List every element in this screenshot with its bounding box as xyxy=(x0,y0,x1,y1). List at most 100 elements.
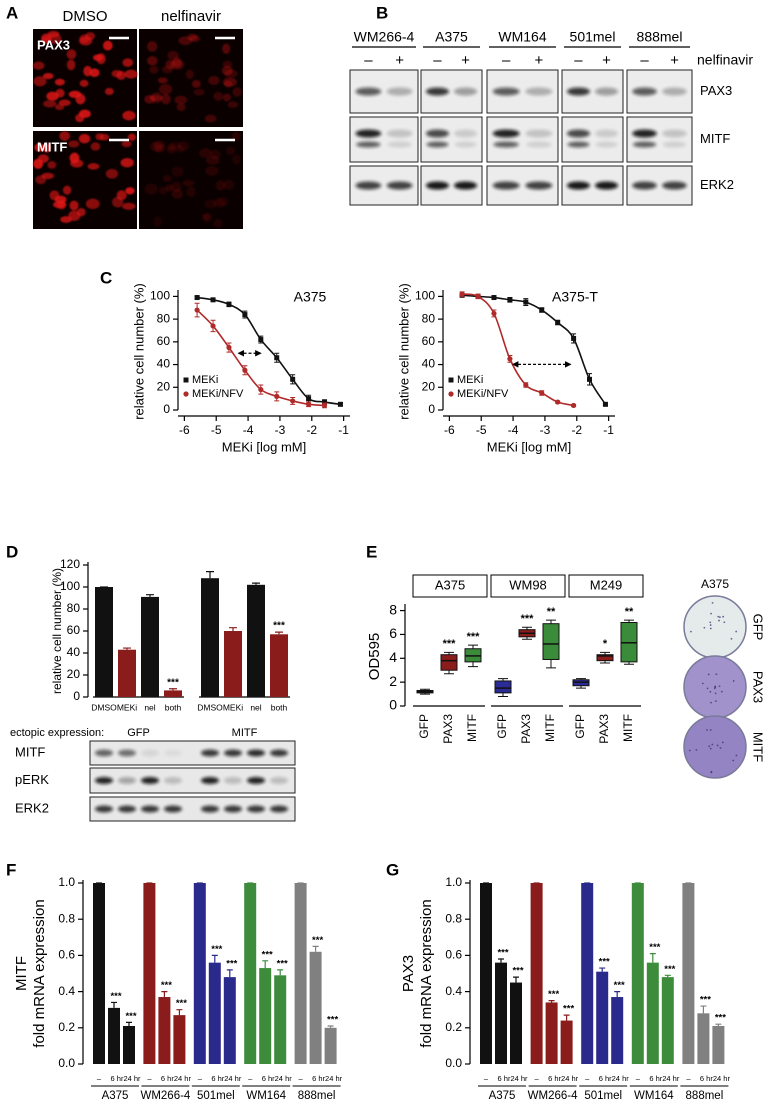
condition-label: – xyxy=(535,1074,540,1083)
cell-nucleus xyxy=(176,103,186,111)
panel-letter: F xyxy=(6,860,16,879)
bar xyxy=(682,883,695,1064)
error-bar xyxy=(211,954,218,963)
cell-nucleus xyxy=(167,50,179,60)
blot-band xyxy=(164,805,182,813)
cell-nucleus xyxy=(149,65,159,74)
cell-nucleus xyxy=(153,216,162,227)
blot-band xyxy=(566,129,591,138)
y-tick-label: 1.0 xyxy=(445,875,462,889)
bar xyxy=(646,962,659,1064)
legend-marker xyxy=(183,391,189,397)
data-point xyxy=(475,293,481,300)
cell-nucleus xyxy=(223,80,233,88)
cell-nucleus xyxy=(208,75,220,85)
blot-band xyxy=(201,749,219,757)
y-tick-label: 0.0 xyxy=(445,1056,462,1070)
colony-plate xyxy=(683,715,747,779)
x-tick-label: both xyxy=(165,702,182,712)
x-tick-label: GFP xyxy=(573,714,587,739)
significance: * xyxy=(603,638,608,650)
bar xyxy=(661,977,674,1064)
bar xyxy=(309,951,322,1064)
y-axis-label: relative cell number (%) xyxy=(396,283,411,420)
cell-nucleus xyxy=(41,36,51,44)
data-point xyxy=(321,402,328,409)
condition-label: 24 hr xyxy=(275,1074,293,1083)
blot-band xyxy=(526,141,552,148)
legend-label: MEKi/NFV xyxy=(457,388,509,400)
x-tick-label: -6 xyxy=(444,423,455,437)
colony xyxy=(690,630,692,633)
row-label: MITF xyxy=(37,139,67,154)
colony xyxy=(695,748,698,751)
condition-label: 6 hr xyxy=(700,1074,713,1083)
group-label: WM266-4 xyxy=(140,1090,190,1102)
data-point xyxy=(194,307,200,313)
bar xyxy=(274,975,287,1064)
condition-label: 6 hr xyxy=(312,1074,325,1083)
significance: *** xyxy=(512,966,523,977)
bar xyxy=(270,634,288,697)
blot-band xyxy=(270,805,288,813)
y-tick-label: 0.8 xyxy=(445,911,462,925)
y-axis-label: fold mRNA expression xyxy=(418,899,435,1047)
x-tick-label: -1 xyxy=(603,423,614,437)
box xyxy=(494,680,512,694)
error-bar xyxy=(277,969,284,976)
blot-band xyxy=(662,129,687,138)
bar xyxy=(108,1007,120,1064)
ectopic-label: ectopic expression: xyxy=(10,727,104,739)
significance: ** xyxy=(625,606,634,618)
cell-nucleus xyxy=(58,99,71,106)
colony xyxy=(732,680,735,682)
cell-nucleus xyxy=(163,175,172,182)
data-point xyxy=(290,376,296,382)
x-tick-label: -3 xyxy=(540,423,551,437)
significance: *** xyxy=(715,1013,726,1024)
bar xyxy=(118,649,136,697)
legend-marker xyxy=(448,377,454,383)
blot-band xyxy=(355,87,382,96)
cell-nucleus xyxy=(177,141,190,151)
y-tick-label: 20 xyxy=(157,379,171,393)
colony xyxy=(714,692,717,695)
cell-nucleus xyxy=(34,143,45,152)
x-tick-label: -5 xyxy=(476,423,487,437)
x-tick-label: both xyxy=(271,702,288,712)
treatment-label: + xyxy=(534,52,543,69)
colony xyxy=(718,619,720,622)
blot-band xyxy=(632,129,657,138)
panel-letter: A xyxy=(6,3,18,22)
blot-band xyxy=(95,777,113,784)
cell-nucleus xyxy=(170,59,185,70)
y-tick-label: 4 xyxy=(389,649,397,665)
significance: *** xyxy=(226,958,237,969)
blot-band xyxy=(453,87,478,96)
y-axis-label: fold mRNA expression xyxy=(31,899,48,1047)
group-label: 888mel xyxy=(686,1090,724,1102)
error-bar xyxy=(649,952,656,963)
cell-nucleus xyxy=(204,114,217,123)
cell-nucleus xyxy=(122,110,136,121)
bar xyxy=(95,587,113,697)
data-point xyxy=(258,337,264,343)
cell-nucleus xyxy=(227,101,239,108)
cell-nucleus xyxy=(59,131,71,141)
data-point xyxy=(337,401,343,407)
protein-label: ERK2 xyxy=(700,177,734,192)
series-line xyxy=(196,296,341,406)
significance: *** xyxy=(110,991,121,1002)
cell-nucleus xyxy=(69,152,80,164)
whisker-high xyxy=(468,644,478,649)
error-bar xyxy=(262,960,269,969)
cell-nucleus xyxy=(90,142,101,151)
x-tick-label: MITF xyxy=(465,714,479,742)
cell-nucleus xyxy=(66,59,76,71)
y-axis-label: relative cell number (%) xyxy=(50,568,64,694)
group-label: WM164 xyxy=(246,1090,286,1102)
group-label: 501mel xyxy=(197,1090,235,1102)
cell-nucleus xyxy=(213,219,223,228)
cell-nucleus xyxy=(147,56,158,66)
cell-nucleus xyxy=(158,186,168,195)
